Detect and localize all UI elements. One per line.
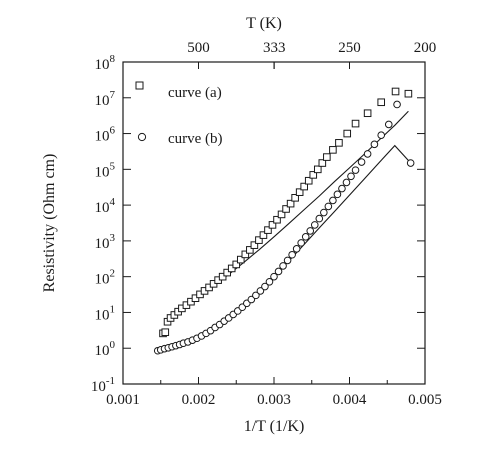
x-tick-label: 0.004 <box>333 392 367 408</box>
legend-marker-square <box>135 81 144 90</box>
data-point-circle <box>252 291 260 300</box>
data-point-circle <box>384 120 393 129</box>
fit-line <box>157 144 412 352</box>
data-point-circle <box>301 233 310 241</box>
y-tick-label: 106 <box>95 125 116 145</box>
x-top-tick-label: 500 <box>187 40 210 56</box>
data-point-circle <box>351 166 360 174</box>
data-point-square <box>404 89 413 98</box>
data-point-circle <box>333 190 342 199</box>
legend-marker-circle <box>137 132 147 142</box>
tick-marks <box>122 61 426 385</box>
y-tick-label: 108 <box>95 53 116 73</box>
legend-label-a: curve (a) <box>168 85 222 101</box>
tick-labels: 0.001 0.002 0.003 0.004 0.005 500 333 250 200 10-… <box>91 40 442 408</box>
data-point-square <box>223 268 231 277</box>
data-point-circle <box>270 272 278 281</box>
y-tick-label: 101 <box>95 303 116 323</box>
y-tick-label: 107 <box>95 89 116 109</box>
data-point-circle <box>306 227 315 235</box>
data-point-square <box>241 250 250 259</box>
data-point-square <box>309 171 318 179</box>
data-point-circle <box>265 277 274 286</box>
data-point-square <box>232 260 241 269</box>
data-point-square <box>277 210 286 219</box>
data-point-square <box>313 165 322 174</box>
y-tick-label: 10-1 <box>91 375 115 395</box>
data-point-circle <box>342 178 351 187</box>
data-point-square <box>191 294 200 303</box>
data-point-square <box>268 221 277 229</box>
data-point-square <box>255 236 263 244</box>
x-top-axis-title: T (K) <box>246 15 282 32</box>
data-point-circle <box>261 282 269 291</box>
data-point-square <box>250 241 259 249</box>
data-point-square <box>343 129 352 138</box>
data-point-circle <box>274 267 283 276</box>
y-tick-label: 103 <box>95 232 116 252</box>
y-tick-label: 100 <box>95 339 116 359</box>
x-tick-label: 0.002 <box>182 392 216 408</box>
data-point-circle <box>279 262 287 270</box>
x-axis-title: 1/T (1/K) <box>244 418 305 435</box>
data-point-square <box>264 226 272 234</box>
data-point-square <box>335 139 343 147</box>
x-tick-label: 0.001 <box>106 392 140 408</box>
data-point-square <box>246 246 254 254</box>
data-point-circle <box>347 172 355 181</box>
data-point-circle <box>292 245 301 253</box>
data-point-square <box>329 146 337 154</box>
data-point-circle <box>256 287 265 295</box>
data-point-circle <box>377 131 386 139</box>
data-point-square <box>295 188 304 196</box>
x-top-tick-label: 200 <box>414 40 437 56</box>
data-point-square <box>351 119 360 128</box>
data-point-circle <box>393 100 401 109</box>
x-tick-label: 0.003 <box>257 392 291 408</box>
x-top-tick-label: 250 <box>338 40 361 56</box>
data-point-circle <box>363 150 372 158</box>
data-point-square <box>227 264 236 273</box>
data-point-square <box>273 215 281 224</box>
data-point-circle <box>320 208 328 217</box>
data-point-circle <box>357 158 366 166</box>
data-point-square <box>291 194 299 202</box>
data-point-square <box>286 199 295 208</box>
data-point-square <box>282 205 290 213</box>
data-point-square <box>218 272 227 281</box>
y-tick-label: 105 <box>95 160 116 180</box>
data-point-circle <box>338 184 346 193</box>
data-point-square <box>323 153 331 161</box>
data-point-square <box>236 255 245 264</box>
data-point-square <box>304 176 313 185</box>
data-point-circle <box>329 196 337 205</box>
data-point-square <box>391 87 400 96</box>
data-markers <box>153 87 415 355</box>
data-point-square <box>300 182 308 191</box>
legend-label-b: curve (b) <box>168 131 223 147</box>
data-point-circle <box>310 221 319 229</box>
data-point-square <box>377 98 386 107</box>
data-point-circle <box>370 140 379 149</box>
data-point-circle <box>288 250 296 259</box>
data-point-square <box>363 109 372 118</box>
data-point-square <box>161 328 170 337</box>
data-point-circle <box>283 256 292 265</box>
data-point-square <box>318 159 327 167</box>
y-tick-label: 104 <box>95 196 116 216</box>
x-top-tick-label: 333 <box>263 40 286 56</box>
y-tick-label: 102 <box>95 268 116 288</box>
data-point-circle <box>324 202 333 211</box>
data-point-circle <box>406 159 415 167</box>
x-tick-label: 0.005 <box>408 392 442 408</box>
data-point-square <box>259 231 268 239</box>
data-point-circle <box>315 214 324 223</box>
y-axis-title: Resistivity (Ohm cm) <box>41 154 58 293</box>
legend: curve (a) curve (b) <box>135 81 223 147</box>
data-point-circle <box>297 239 305 247</box>
